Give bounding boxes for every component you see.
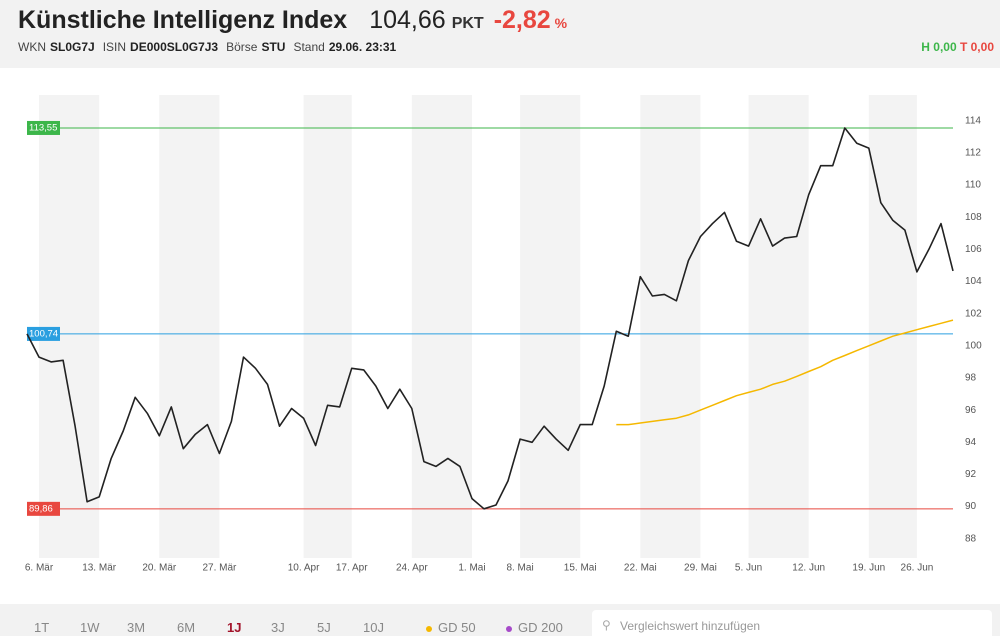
column-stripe [868,95,917,558]
meta-key: Stand [293,40,325,54]
series-line [26,127,954,510]
change: -2,82 [493,6,551,34]
reference-label-box [27,501,60,516]
x-tick-label: 10. Apr [288,563,320,574]
y-tick-label: 114 [965,115,981,126]
range-button[interactable]: 6M [177,620,196,635]
x-tick-label: 15. Mai [564,563,597,574]
low: T 0,00 [959,40,994,54]
x-tick-label: 20. Mär [142,563,177,574]
y-tick-label: 98 [965,373,977,384]
column-stripe [411,95,472,558]
search-icon: ⚲ [602,618,611,632]
y-tick-label: 112 [965,148,981,159]
y-tick-label: 96 [965,405,977,416]
column-stripe [159,95,220,558]
x-tick-label: 19. Jun [852,563,885,574]
reference-label-box [27,326,60,341]
title: Künstliche Intelligenz Index [18,6,348,34]
indicator-dot [426,625,432,632]
y-tick-label: 102 [965,308,982,319]
meta-key: WKN [18,40,46,54]
column-stripe [640,95,701,558]
y-tick-label: 104 [965,276,982,287]
indicator-toggle[interactable]: GD 50 [426,620,476,635]
y-tick-label: 92 [965,469,977,480]
meta-value: 29.06. 23:31 [328,40,397,54]
x-tick-label: 1. Mai [458,563,485,574]
reference-label: 113,55 [29,122,57,133]
x-tick-label: 24. Apr [396,563,428,574]
y-tick-label: 94 [965,437,977,448]
indicator-name: GD 50 [438,620,476,635]
meta-value: STU [261,40,286,54]
price: 104,66 [369,6,446,34]
y-tick-label: 108 [965,212,982,223]
range-button[interactable]: 1W [80,620,100,635]
column-stripe [748,95,809,558]
header: Künstliche Intelligenz Index 104,66 PKT … [0,0,1000,68]
x-tick-label: 8. Mai [506,563,533,574]
x-tick-label: 13. Mär [82,563,117,574]
y-tick-label: 106 [965,244,982,255]
unit: PKT [451,15,484,32]
series-line [616,319,954,426]
toolbar: ⚲ Vergleichswert hinzufügen 1T 1W 3M 6M 1J 3J… [0,604,1000,640]
search-placeholder: Vergleichswert hinzufügen [620,619,761,633]
y-tick-label: 110 [965,180,981,191]
reference-label-box [27,120,60,135]
range-button[interactable]: 3M [127,620,146,635]
y-tick-label: 90 [965,501,977,512]
indicator-toggle[interactable]: GD 200 [506,620,563,635]
x-tick-label: 12. Jun [792,563,825,574]
meta-value: DE000SL0G7J3 [130,40,219,54]
high: H 0,00 [921,40,957,54]
column-stripe [39,95,100,558]
indicator-name: GD 200 [518,620,563,635]
x-tick-label: 6. Mär [25,563,54,574]
meta-row: WKN SL0G7J ISIN DE000SL0G7J3 Börse STU Stand 29… [18,40,404,54]
y-tick-label: 88 [965,533,977,544]
reference-label: 100,74 [29,328,58,339]
column-stripe [520,95,581,558]
range-button[interactable]: 1J [227,620,242,635]
column-stripe [303,95,352,558]
x-tick-label: 26. Jun [901,563,934,574]
range-button[interactable]: 3J [271,620,285,635]
indicator-dot [506,625,512,632]
chart: 6. Mär 13. Mär 20. Mär 27. Mär 10. Apr 17. Ap… [25,95,982,574]
x-tick-label: 22. Mai [624,563,657,574]
x-tick-label: 17. Apr [336,563,368,574]
x-tick-label: 5. Jun [735,563,762,574]
x-tick-label: 27. Mär [202,563,237,574]
high-low: H 0,00 T 0,00 [921,40,994,54]
meta-key: ISIN [102,40,127,54]
y-tick-label: 100 [965,340,982,351]
range-button[interactable]: 1T [34,620,50,635]
meta-value: SL0G7J [50,40,95,54]
reference-label: 89,86 [29,503,53,514]
title-row: Künstliche Intelligenz Index 104,66 PKT … [18,6,567,35]
search-box[interactable]: ⚲ Vergleichswert hinzufügen [592,610,992,640]
meta-key: Börse [226,40,258,54]
change-unit: % [554,15,568,31]
x-tick-label: 29. Mai [684,563,717,574]
range-button[interactable]: 5J [317,620,331,635]
range-button[interactable]: 10J [363,620,384,635]
